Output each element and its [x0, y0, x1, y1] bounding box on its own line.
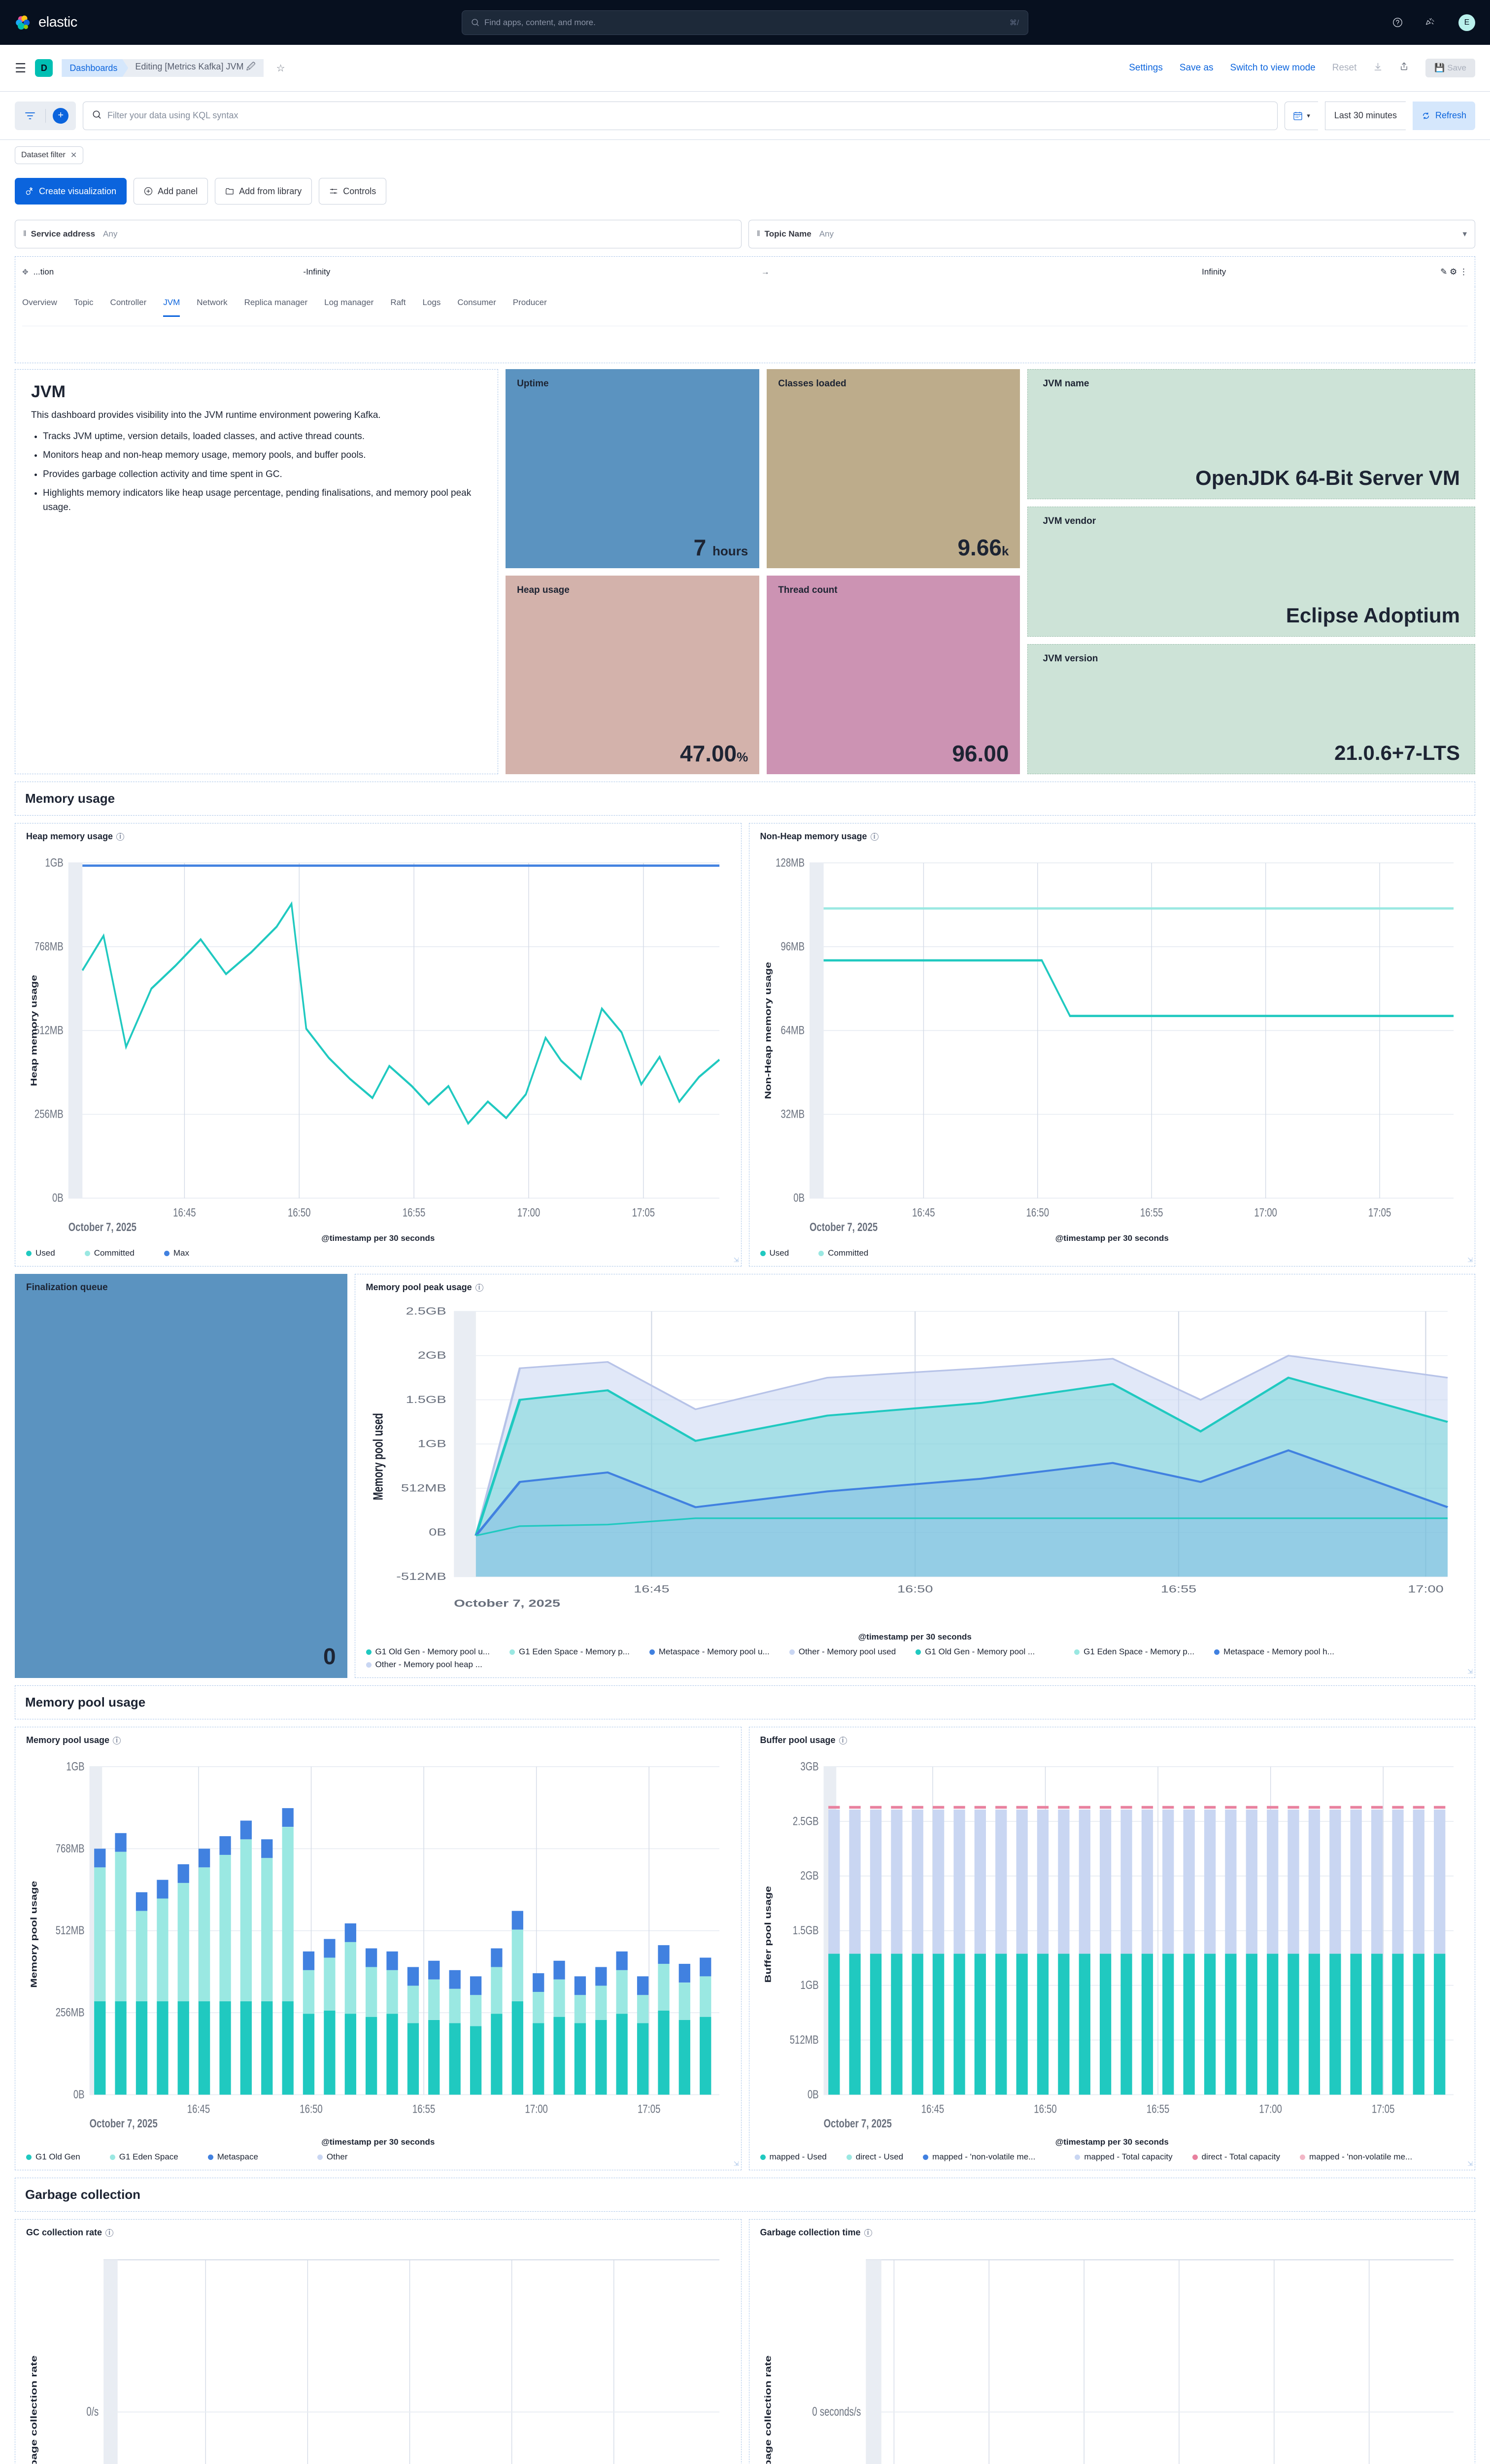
svg-text:0B: 0B: [52, 1191, 64, 1204]
svg-text:17:05: 17:05: [1368, 1206, 1391, 1219]
svg-text:16:50: 16:50: [1034, 2102, 1057, 2116]
svg-text:17:00: 17:00: [525, 2102, 548, 2116]
svg-text:128MB: 128MB: [776, 856, 805, 869]
svg-text:16:50: 16:50: [300, 2102, 323, 2116]
svg-text:October 7, 2025: October 7, 2025: [809, 1221, 877, 1234]
svg-text:0B: 0B: [793, 1191, 805, 1204]
svg-text:1.5GB: 1.5GB: [792, 1924, 818, 1937]
svg-text:2.5GB: 2.5GB: [406, 1305, 446, 1317]
svg-text:1.5GB: 1.5GB: [406, 1394, 446, 1405]
svg-text:17:05: 17:05: [638, 2102, 661, 2116]
svg-text:512MB: 512MB: [401, 1482, 446, 1494]
svg-text:16:45: 16:45: [912, 1206, 935, 1219]
svg-text:768MB: 768MB: [34, 940, 64, 953]
svg-text:Memory pool usage: Memory pool usage: [29, 1881, 39, 1988]
svg-text:0B: 0B: [807, 2088, 818, 2101]
svg-text:64MB: 64MB: [780, 1024, 805, 1037]
svg-text:0 seconds/s: 0 seconds/s: [812, 2404, 861, 2418]
svg-text:17:00: 17:00: [1408, 1583, 1443, 1595]
svg-text:256MB: 256MB: [34, 1107, 64, 1121]
svg-text:0/s: 0/s: [86, 2404, 99, 2418]
svg-text:17:05: 17:05: [632, 1206, 655, 1219]
svg-text:32MB: 32MB: [780, 1107, 805, 1121]
svg-text:Garbage collection rate: Garbage collection rate: [763, 2355, 773, 2464]
svg-text:16:55: 16:55: [1140, 1206, 1163, 1219]
svg-text:October 7, 2025: October 7, 2025: [68, 1221, 136, 1234]
svg-text:October 7, 2025: October 7, 2025: [90, 2117, 158, 2130]
svg-text:-512MB: -512MB: [396, 1571, 446, 1582]
svg-text:2GB: 2GB: [800, 1869, 818, 1882]
svg-text:Garbage collection rate: Garbage collection rate: [29, 2355, 38, 2464]
svg-text:256MB: 256MB: [56, 2006, 85, 2019]
svg-text:17:05: 17:05: [1371, 2102, 1394, 2116]
svg-text:1GB: 1GB: [45, 856, 64, 869]
svg-text:0B: 0B: [73, 2088, 85, 2101]
svg-text:October 7, 2025: October 7, 2025: [823, 2117, 891, 2130]
svg-text:16:45: 16:45: [187, 2102, 210, 2116]
svg-text:2.5GB: 2.5GB: [792, 1814, 818, 1828]
svg-text:17:00: 17:00: [1254, 1206, 1277, 1219]
svg-text:16:55: 16:55: [403, 1206, 426, 1219]
svg-text:16:45: 16:45: [173, 1206, 196, 1219]
svg-text:1GB: 1GB: [417, 1438, 446, 1449]
svg-text:16:55: 16:55: [1146, 2102, 1169, 2116]
svg-text:Memory pool used: Memory pool used: [371, 1413, 386, 1500]
svg-text:Heap memory usage: Heap memory usage: [29, 975, 39, 1086]
svg-text:1GB: 1GB: [66, 1760, 84, 1773]
svg-text:16:50: 16:50: [1026, 1206, 1049, 1219]
svg-text:October 7, 2025: October 7, 2025: [454, 1598, 560, 1609]
svg-text:Non-Heap memory usage: Non-Heap memory usage: [763, 962, 773, 1099]
svg-text:16:55: 16:55: [1160, 1583, 1196, 1595]
svg-text:512MB: 512MB: [789, 2033, 818, 2047]
svg-text:16:45: 16:45: [634, 1583, 669, 1595]
svg-text:16:50: 16:50: [897, 1583, 933, 1595]
svg-text:16:55: 16:55: [412, 2102, 436, 2116]
svg-text:16:45: 16:45: [921, 2102, 944, 2116]
svg-text:16:50: 16:50: [288, 1206, 311, 1219]
svg-text:96MB: 96MB: [780, 940, 805, 953]
svg-text:Buffer pool usage: Buffer pool usage: [763, 1886, 773, 1983]
svg-text:3GB: 3GB: [800, 1760, 818, 1773]
svg-text:17:00: 17:00: [1259, 2102, 1282, 2116]
svg-text:512MB: 512MB: [56, 1924, 85, 1937]
svg-text:768MB: 768MB: [56, 1842, 85, 1855]
svg-text:0B: 0B: [429, 1527, 446, 1538]
svg-text:2GB: 2GB: [417, 1350, 446, 1361]
svg-text:17:00: 17:00: [517, 1206, 541, 1219]
svg-text:1GB: 1GB: [800, 1979, 818, 1992]
